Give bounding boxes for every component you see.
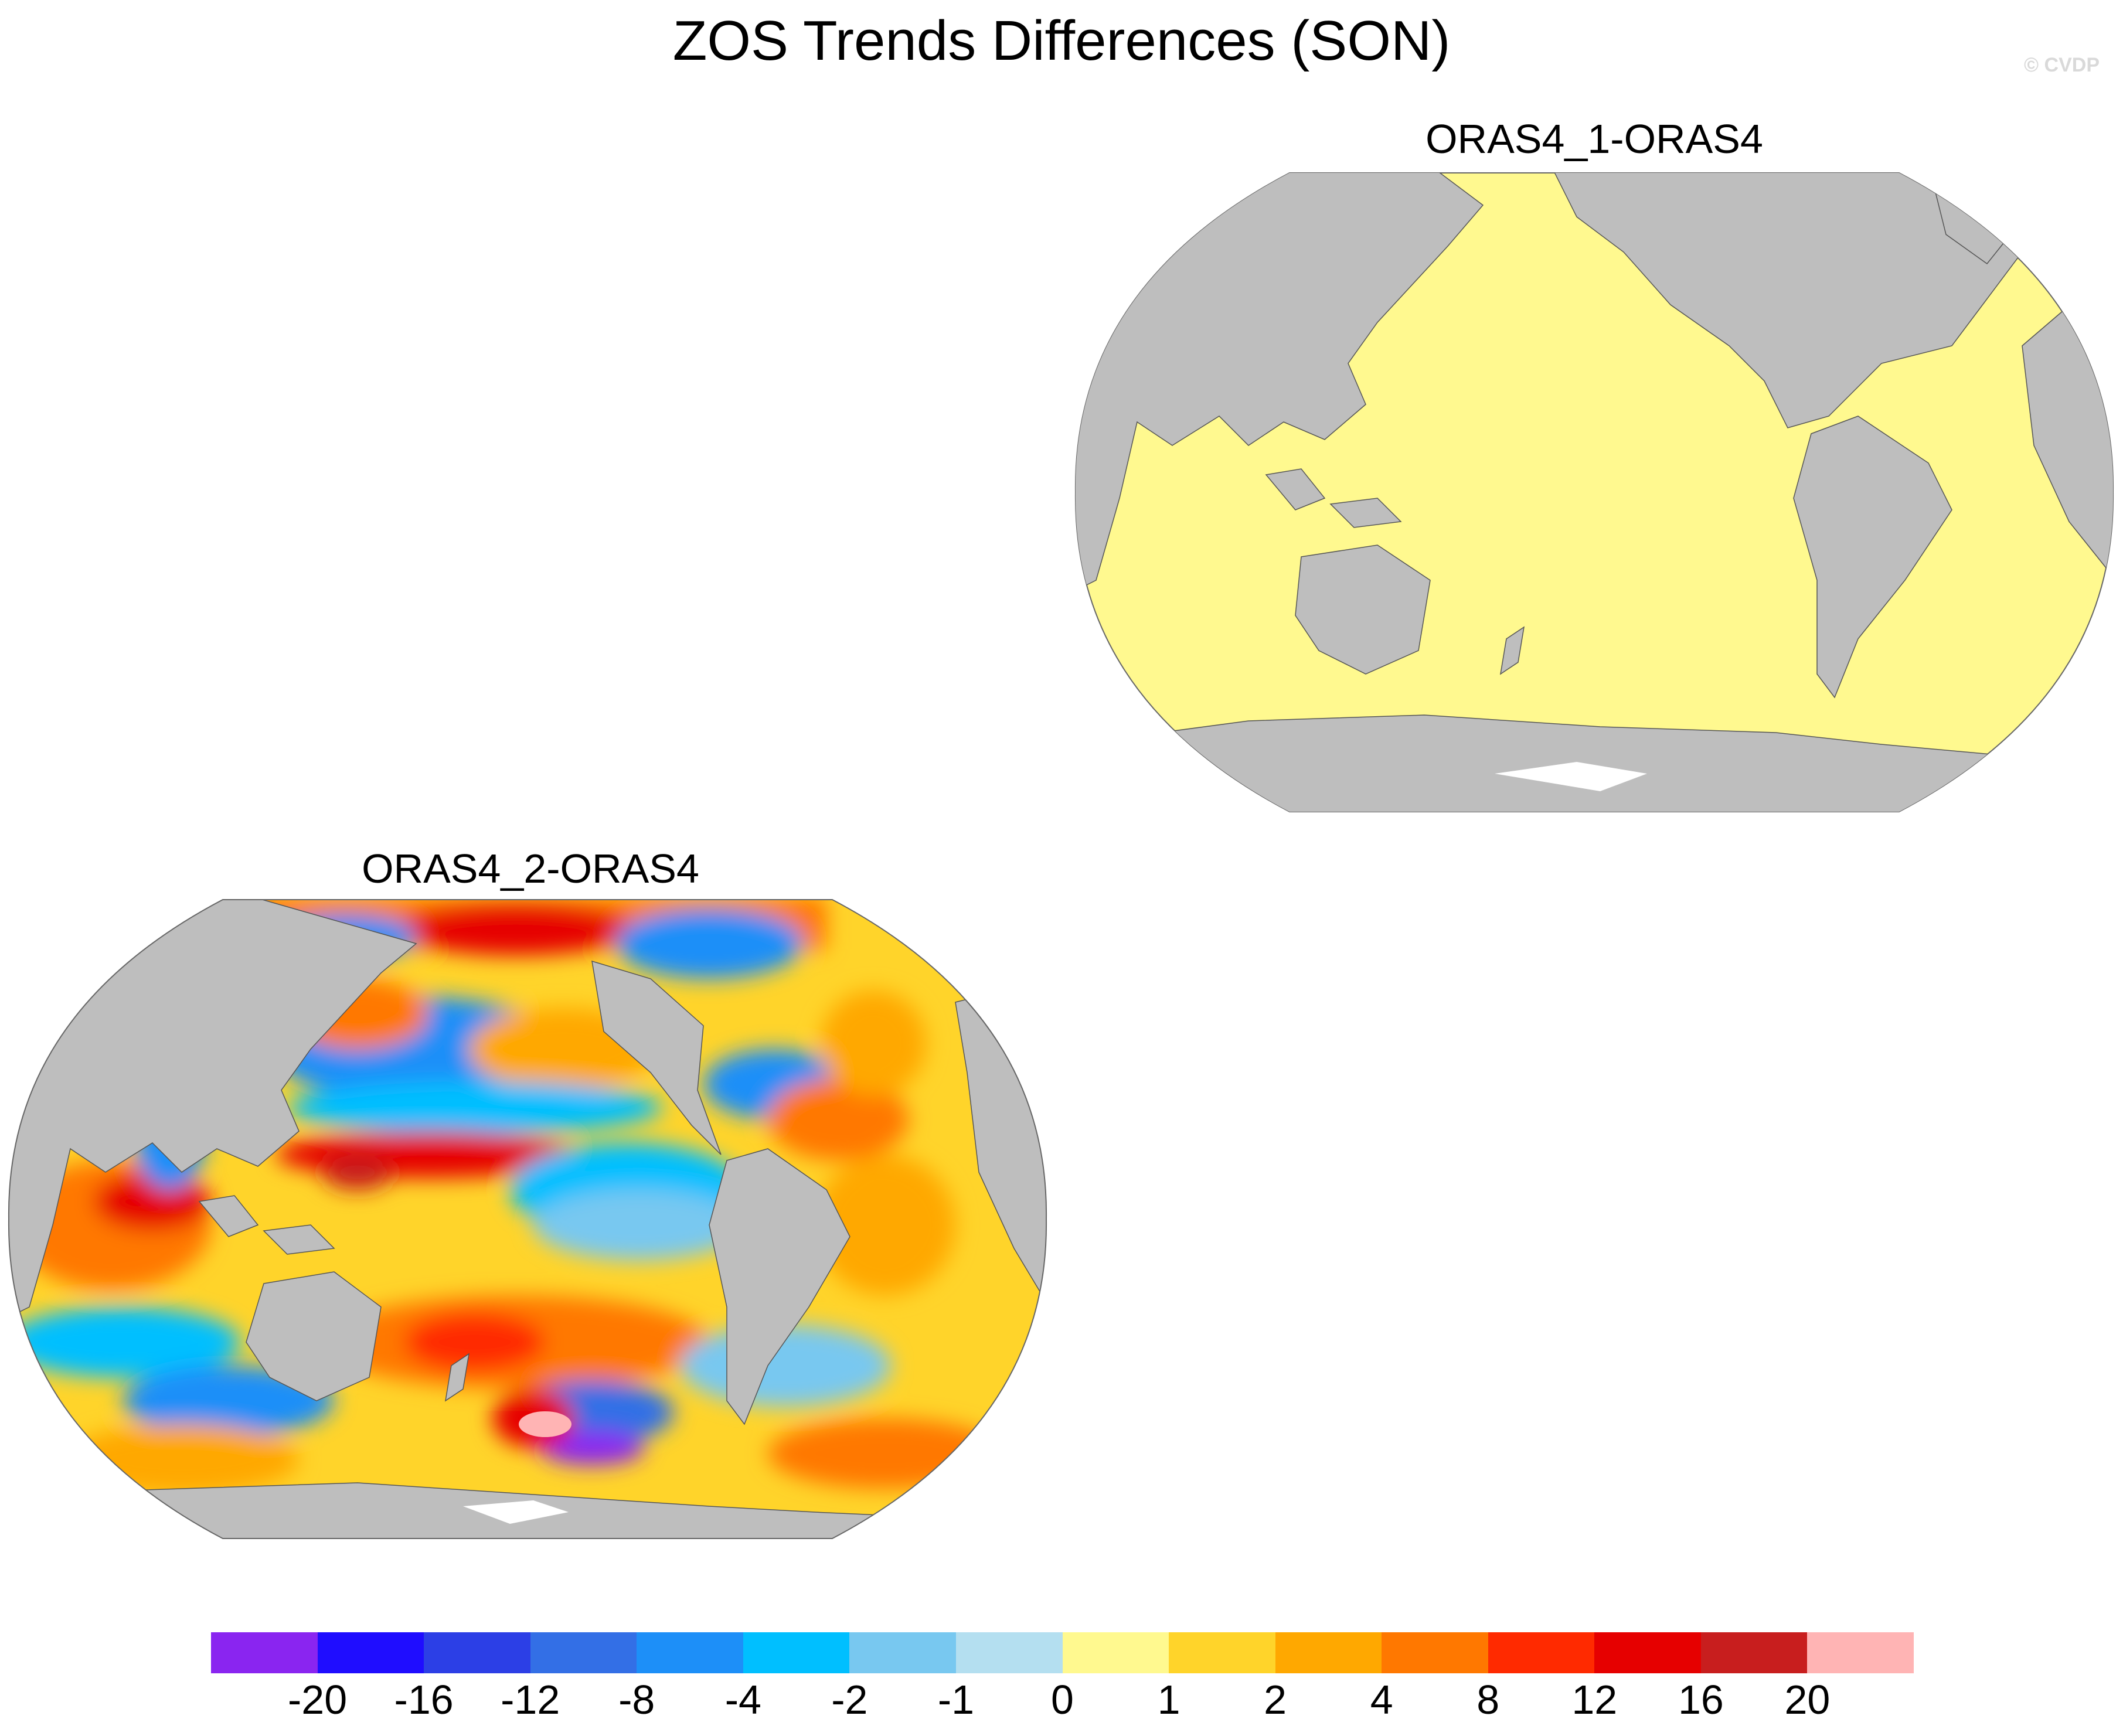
panel-title-oras4-1: ORAS4_1-ORAS4 <box>1425 116 1763 162</box>
map-panel-oras4-2 <box>8 899 1047 1539</box>
panel-title-oras4-2: ORAS4_2-ORAS4 <box>362 846 699 891</box>
ice-shelf <box>463 1500 569 1524</box>
colorbar <box>211 1632 1914 1673</box>
ice-shelf <box>1495 762 1647 791</box>
colorbar-label: 8 <box>1476 1677 1500 1723</box>
colorbar-label: -16 <box>394 1677 454 1723</box>
colorbar-label: 4 <box>1370 1677 1393 1723</box>
colorbar-swatch <box>637 1632 743 1673</box>
colorbar-swatch <box>317 1632 424 1673</box>
figure-title: ZOS Trends Differences (SON) <box>672 9 1451 72</box>
colorbar-swatch <box>1807 1632 1914 1673</box>
colorbar-swatch <box>743 1632 850 1673</box>
colorbar-swatch <box>1382 1632 1488 1673</box>
colorbar-swatch <box>849 1632 956 1673</box>
colorbar-labels: -20 -16 -12 -8 -4 -2 -1 0 1 2 4 8 12 16 20 <box>211 1676 1914 1723</box>
colorbar-swatch <box>955 1632 1063 1673</box>
colorbar-label: -20 <box>287 1677 348 1723</box>
colorbar-swatch <box>424 1632 530 1673</box>
colorbar-swatch <box>211 1632 318 1673</box>
colorbar-label: 20 <box>1784 1677 1831 1723</box>
colorbar-label: 1 <box>1157 1677 1180 1723</box>
colorbar-swatch <box>1062 1632 1169 1673</box>
map-panel-oras4-1 <box>1074 172 2114 812</box>
colorbar-label: 0 <box>1051 1677 1074 1723</box>
colorbar-label: 16 <box>1678 1677 1724 1723</box>
colorbar-label: -12 <box>501 1677 560 1723</box>
colorbar-swatch <box>1488 1632 1595 1673</box>
colorbar-swatch <box>1594 1632 1701 1673</box>
colorbar-label: -1 <box>937 1677 975 1723</box>
colorbar-label: -8 <box>618 1677 655 1723</box>
cvdp-watermark: © CVDP <box>2024 54 2100 76</box>
colorbar-swatch <box>1700 1632 1808 1673</box>
colorbar-label: 2 <box>1264 1677 1287 1723</box>
colorbar-swatch <box>530 1632 637 1673</box>
colorbar-label: -2 <box>831 1677 868 1723</box>
colorbar-swatch <box>1169 1632 1275 1673</box>
colorbar-label: -4 <box>724 1677 761 1723</box>
trend-difference-field <box>8 900 1047 1538</box>
colorbar-label: 12 <box>1571 1677 1618 1723</box>
colorbar-swatch <box>1275 1632 1382 1673</box>
